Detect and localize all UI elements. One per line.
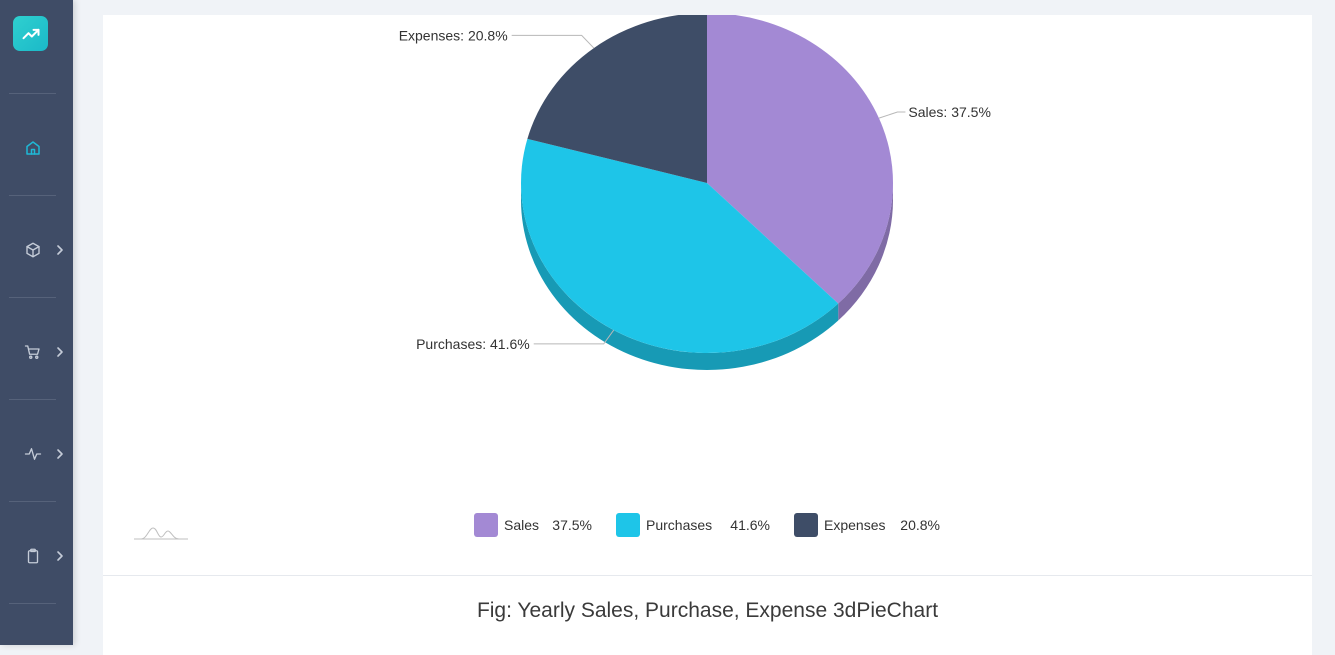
legend-value-sales: 37.5% [552, 517, 592, 533]
cart-icon [24, 345, 40, 359]
chevron-right-icon [57, 449, 63, 459]
pie-slice-purchases[interactable] [521, 138, 839, 354]
pie-chart: Sales: 37.5% Purchases: 41.6% Expenses: 20… [134, 15, 991, 540]
legend-swatch-expenses [794, 513, 818, 537]
sidebar-item-activity[interactable] [0, 434, 73, 474]
chart-watermark [134, 527, 188, 540]
nav-divider [9, 297, 56, 298]
data-label-purchases: Purchases: 41.6% [416, 336, 530, 352]
nav-divider [9, 93, 56, 94]
pie-slice-expenses[interactable] [527, 15, 707, 183]
legend-item-expenses[interactable]: Expenses 20.8% [794, 513, 940, 537]
box-icon [26, 242, 40, 258]
card-divider [103, 575, 1312, 576]
legend-item-purchases[interactable]: Purchases 41.6% [616, 513, 770, 537]
nav-divider [9, 195, 56, 196]
legend-label-purchases: Purchases [646, 517, 712, 533]
sidebar-item-products[interactable] [0, 230, 73, 270]
legend-swatch-sales [474, 513, 498, 537]
legend-value-expenses: 20.8% [900, 517, 940, 533]
chevron-right-icon [57, 347, 63, 357]
sidebar [0, 0, 73, 645]
nav-divider [9, 501, 56, 502]
pie-slice-sales[interactable] [707, 15, 893, 304]
sidebar-item-cart[interactable] [0, 332, 73, 372]
chart-caption: Fig: Yearly Sales, Purchase, Expense 3dP… [476, 599, 939, 622]
legend-label-sales: Sales [504, 517, 539, 533]
nav-divider [9, 603, 56, 604]
legend-item-sales[interactable]: Sales 37.5% [474, 513, 592, 537]
data-label-expenses: Expenses: 20.8% [399, 27, 508, 43]
chevron-right-icon [57, 245, 63, 255]
chart-card: Sales: 37.5% Purchases: 41.6% Expenses: 20… [103, 15, 1312, 655]
data-label-sales: Sales: 37.5% [908, 104, 991, 120]
legend-swatch-purchases [616, 513, 640, 537]
clipboard-icon [27, 548, 39, 564]
legend-label-expenses: Expenses [824, 517, 885, 533]
home-icon [26, 141, 40, 155]
nav-divider [9, 399, 56, 400]
leader-line-purchases [533, 329, 615, 345]
chevron-right-icon [57, 551, 63, 561]
legend-value-purchases: 41.6% [730, 517, 770, 533]
pie-side-purchases [521, 183, 839, 371]
pie-side-sales [838, 183, 893, 321]
activity-icon [24, 448, 42, 460]
leader-line-expenses [511, 34, 595, 49]
trending-up-icon [22, 28, 39, 39]
leader-line-sales [878, 111, 906, 119]
sidebar-item-home[interactable] [0, 128, 73, 168]
sidebar-item-reports[interactable] [0, 536, 73, 576]
app-logo[interactable] [13, 16, 48, 51]
